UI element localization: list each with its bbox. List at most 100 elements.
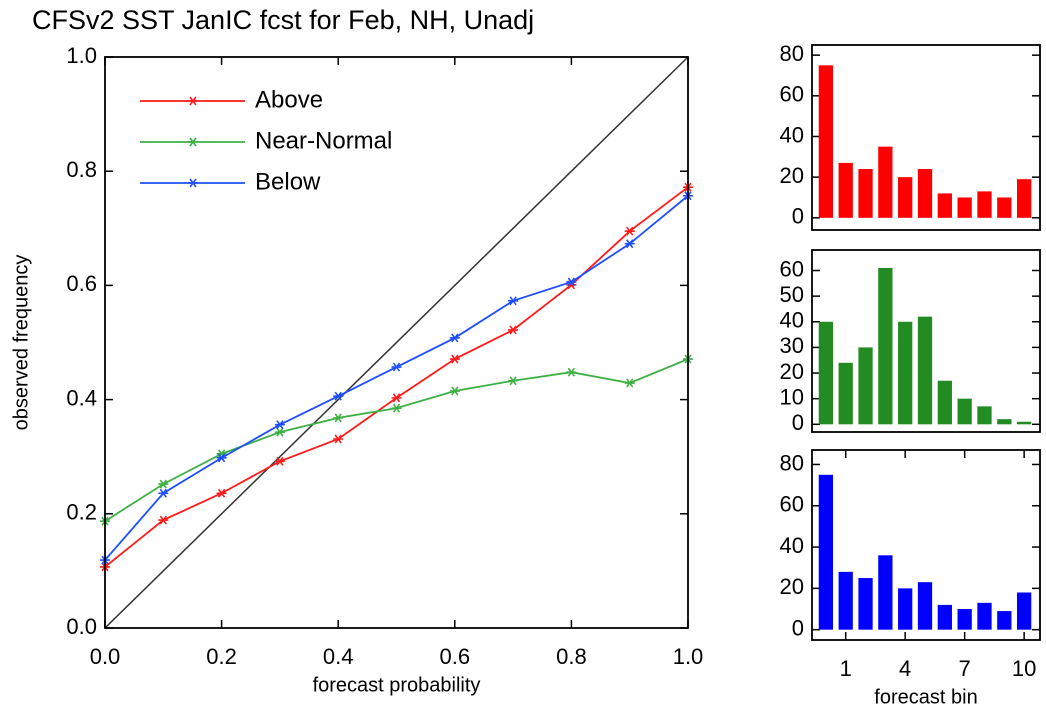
bar [957, 609, 972, 630]
y-tick-label: 20 [780, 574, 804, 599]
plot-frame [811, 449, 1041, 641]
data-point [566, 277, 577, 287]
y-tick-label: 0 [792, 410, 804, 435]
series-line [104, 358, 689, 522]
x-tick-label: 0.6 [440, 644, 471, 669]
bar [838, 162, 853, 218]
data-point [624, 378, 635, 388]
bar [878, 146, 893, 218]
y-tick-label: 40 [780, 122, 804, 147]
plot-frame [104, 56, 689, 629]
data-point [274, 420, 285, 430]
bar [997, 611, 1012, 630]
bar [858, 578, 873, 630]
bar [818, 474, 834, 630]
data-point [333, 434, 344, 444]
y-tick-label: 20 [780, 359, 804, 384]
legend-label: Below [255, 168, 321, 195]
x-tick-label: 0.0 [90, 644, 121, 669]
y-tick-label: 0.8 [66, 157, 97, 182]
data-point [158, 515, 169, 525]
y-tick-label: 60 [780, 256, 804, 281]
data-point [624, 226, 635, 236]
x-tick-label: 0.8 [556, 644, 587, 669]
bar [937, 193, 952, 218]
bar [957, 197, 972, 218]
x-tick-label: 1 [840, 656, 852, 681]
bar [858, 169, 873, 218]
reference-diagonal [104, 56, 689, 629]
legend-marker [188, 178, 198, 188]
bar [878, 267, 893, 425]
x-tick-label: 4 [899, 656, 911, 681]
y-tick-label: 10 [780, 384, 804, 409]
data-point [566, 367, 577, 377]
bar [1017, 592, 1032, 630]
chart-title: CFSv2 SST JanIC fcst for Feb, NH, Unadj [32, 5, 534, 35]
data-point [508, 296, 519, 306]
y-tick-label: 0.0 [66, 614, 97, 639]
x-axis-label: forecast bin [874, 686, 977, 707]
y-tick-label: 40 [780, 308, 804, 333]
y-tick-label: 80 [780, 41, 804, 66]
bar [838, 362, 853, 425]
bar [977, 406, 992, 425]
bar [957, 398, 972, 425]
data-point [274, 456, 285, 466]
bar [838, 571, 853, 630]
y-tick-label: 60 [780, 492, 804, 517]
bar [1017, 421, 1032, 425]
y-tick-label: 20 [780, 163, 804, 188]
bar [917, 582, 933, 630]
x-axis-label: forecast probability [313, 674, 481, 696]
plot-frame [811, 249, 1041, 433]
bar [818, 65, 834, 218]
bar [858, 347, 873, 425]
y-tick-label: 0 [792, 204, 804, 229]
bar [937, 604, 952, 630]
bar [997, 419, 1012, 425]
data-point [449, 333, 460, 343]
y-axis-label: observed frequency [10, 255, 32, 431]
bar [997, 197, 1012, 218]
y-tick-label: 0.2 [66, 500, 97, 525]
data-point [333, 413, 344, 423]
bar [1017, 179, 1032, 218]
y-tick-label: 40 [780, 533, 804, 558]
x-tick-label: 10 [1012, 656, 1036, 681]
y-tick-label: 1.0 [66, 43, 97, 68]
y-tick-label: 0 [792, 615, 804, 640]
y-tick-label: 80 [780, 450, 804, 475]
bar [937, 380, 952, 425]
x-tick-label: 0.4 [323, 644, 354, 669]
y-tick-label: 60 [780, 82, 804, 107]
y-tick-label: 0.6 [66, 271, 97, 296]
legend-marker [188, 137, 198, 147]
data-point [158, 488, 169, 498]
data-point [391, 393, 402, 403]
bar [898, 177, 913, 218]
data-point [158, 479, 169, 489]
data-point [216, 453, 227, 463]
y-tick-label: 30 [780, 333, 804, 358]
bar [898, 321, 913, 425]
data-point [449, 386, 460, 396]
bar [818, 321, 834, 425]
x-tick-label: 7 [959, 656, 971, 681]
legend-label: Near-Normal [255, 127, 392, 154]
bar [878, 555, 893, 630]
data-point [274, 427, 285, 437]
data-point [624, 239, 635, 249]
bar [917, 169, 933, 218]
data-point [449, 354, 460, 364]
data-point [508, 325, 519, 335]
bar [898, 588, 913, 630]
x-tick-label: 1.0 [673, 644, 704, 669]
data-point [216, 488, 227, 498]
legend-marker [188, 96, 198, 106]
data-point [391, 362, 402, 372]
bar [977, 191, 992, 218]
x-tick-label: 0.2 [206, 644, 237, 669]
bar [977, 602, 992, 630]
